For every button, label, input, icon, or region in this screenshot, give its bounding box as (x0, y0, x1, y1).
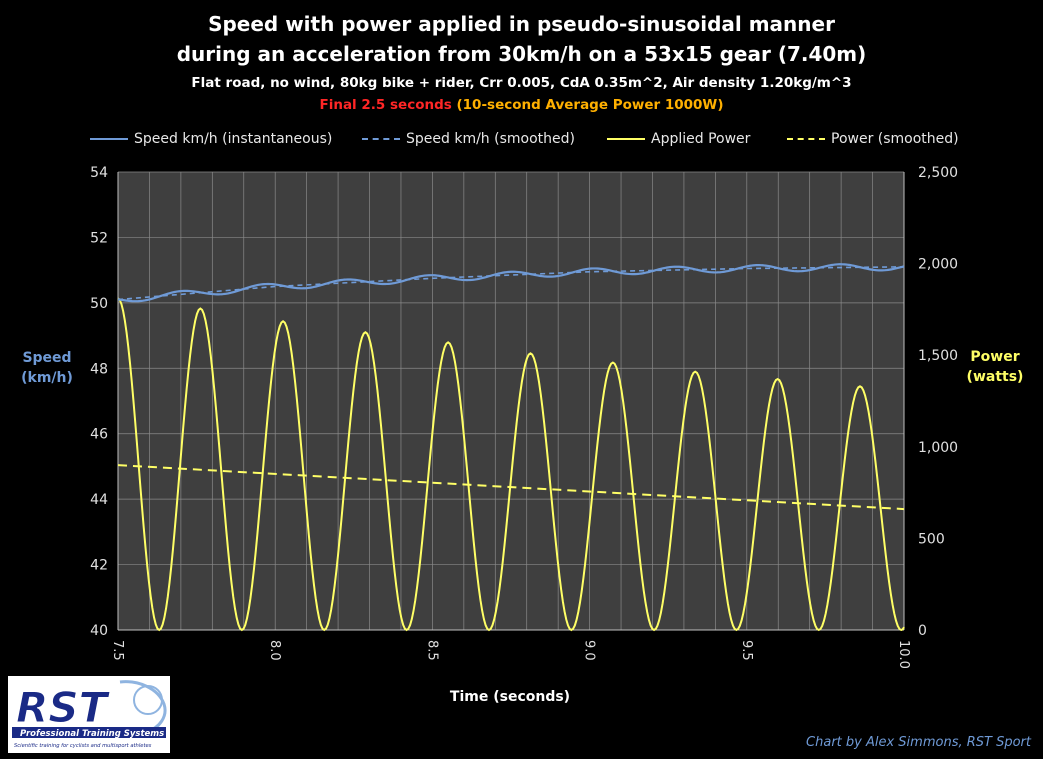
x-tick-label: 7.5 (110, 640, 125, 661)
chart-title-line1: Speed with power applied in pseudo-sinus… (208, 12, 835, 36)
legend-label: Power (smoothed) (831, 131, 959, 147)
y-left-tick-label: 44 (90, 492, 108, 508)
y-axis-left-title-line1: Speed (22, 350, 72, 366)
y-left-tick-label: 52 (90, 230, 108, 246)
legend-item-applied-power: Applied Power (607, 131, 750, 147)
legend-swatch (787, 138, 825, 140)
chart-credit: Chart by Alex Simmons, RST Sport (806, 735, 1031, 750)
y-axis-left-title-line2: (km/h) (21, 370, 73, 386)
y-right-tick-label: 1,500 (918, 348, 958, 364)
y-left-tick-label: 42 (90, 558, 108, 574)
y-left-tick-label: 48 (90, 361, 108, 377)
legend-label: Speed km/h (instantaneous) (134, 131, 333, 147)
legend-item-speed-smoothed: Speed km/h (smoothed) (362, 131, 575, 147)
y-left-tick-label: 46 (90, 427, 108, 443)
y-axis-right-title-line2: (watts) (966, 369, 1024, 385)
svg-text:RST: RST (16, 683, 111, 732)
y-axis-left-title: Speed (km/h) (12, 348, 82, 388)
x-tick-label: 10.0 (896, 640, 911, 669)
y-left-tick-label: 54 (90, 165, 108, 181)
y-axis-right-title: Power (watts) (960, 347, 1030, 387)
series-speed-instantaneous (117, 263, 905, 303)
legend-swatch (362, 138, 400, 140)
series-applied-power (117, 297, 905, 632)
rst-logo: RST Professional Training Systems Scient… (8, 676, 170, 753)
x-tick-label: 9.0 (582, 640, 597, 661)
svg-text:Professional Training Systems: Professional Training Systems (20, 729, 164, 739)
chart-highlight: Final 2.5 seconds (10-second Average Pow… (0, 97, 1043, 113)
highlight-red-text: Final 2.5 seconds (319, 97, 452, 113)
legend-swatch (90, 138, 128, 140)
x-tick-label: 8.0 (267, 640, 282, 661)
y-right-tick-label: 2,500 (918, 165, 958, 181)
legend-item-speed-instantaneous: Speed km/h (instantaneous) (90, 131, 332, 147)
x-tick-label: 8.5 (424, 640, 439, 661)
y-left-tick-label: 50 (90, 296, 108, 312)
svg-text:Scientific training for cyclis: Scientific training for cyclists and mul… (14, 743, 152, 749)
chart-subtitle: Flat road, no wind, 80kg bike + rider, C… (191, 75, 852, 91)
y-right-tick-label: 500 (918, 531, 945, 547)
x-tick-label: 9.5 (739, 640, 754, 661)
rst-logo-graphic: RST Professional Training Systems Scient… (8, 676, 170, 753)
legend-label: Speed km/h (smoothed) (406, 131, 575, 147)
y-left-tick-label: 40 (90, 623, 108, 639)
y-right-tick-label: 2,000 (918, 257, 958, 273)
chart-title-line2: during an acceleration from 30km/h on a … (176, 42, 867, 66)
x-axis-title: Time (seconds) (449, 689, 571, 705)
legend-swatch (607, 138, 645, 140)
legend-label: Applied Power (651, 131, 751, 147)
chart-legend: Speed km/h (instantaneous) Speed km/h (s… (0, 131, 1043, 151)
y-right-tick-label: 0 (918, 623, 927, 639)
plot-area (118, 172, 904, 630)
legend-item-power-smoothed: Power (smoothed) (787, 131, 959, 147)
y-axis-right-title-line1: Power (970, 349, 1020, 365)
highlight-orange-text: (10-second Average Power 1000W) (456, 97, 724, 113)
y-right-tick-label: 1,000 (918, 440, 958, 456)
